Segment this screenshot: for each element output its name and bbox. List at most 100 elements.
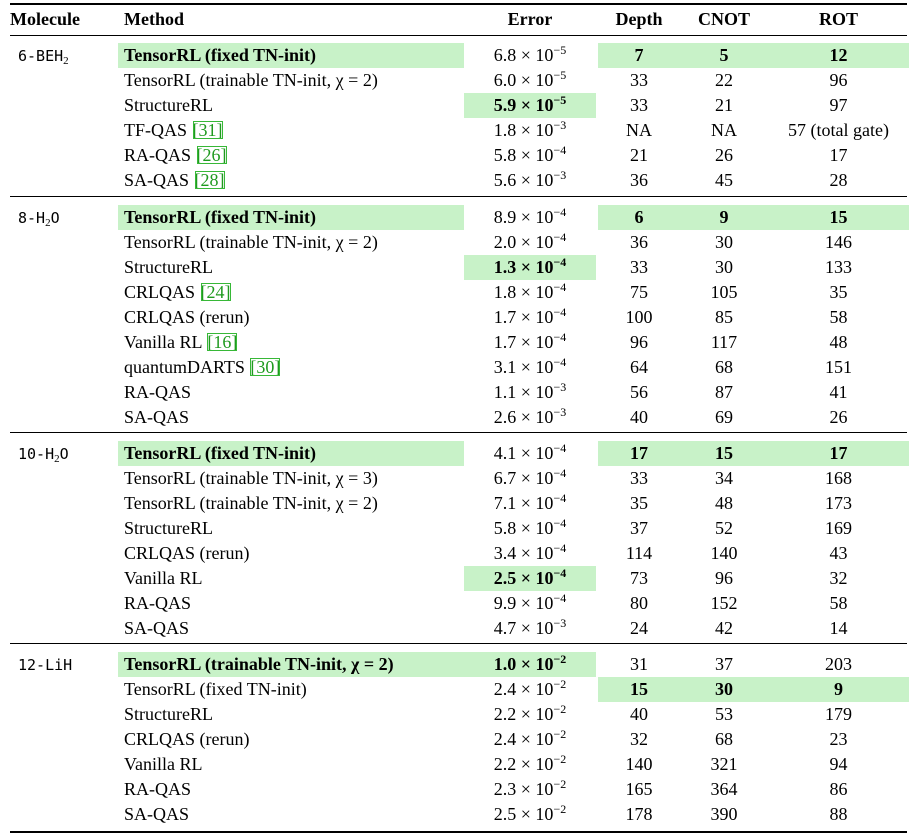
error-mantissa: 1.1 xyxy=(493,382,517,402)
error-mantissa: 6.8 xyxy=(493,45,517,65)
depth-cell: 56 xyxy=(630,382,648,402)
error-exponent: −2 xyxy=(553,702,567,716)
method-name: SA-QAS xyxy=(124,407,190,427)
method-name: SA-QAS xyxy=(124,170,194,190)
group-rule xyxy=(10,643,907,644)
depth-cell: 80 xyxy=(630,593,648,613)
error-exponent: −4 xyxy=(553,330,567,344)
error-exponent: −4 xyxy=(553,516,567,530)
method-cell: SA-QAS xyxy=(118,802,464,827)
rot-cell: 48 xyxy=(829,332,848,352)
error-mantissa: 5.8 xyxy=(493,145,517,165)
depth-cell: 31 xyxy=(630,654,648,674)
error-mantissa: 1.0 xyxy=(493,654,517,674)
error-mantissa: 3.1 xyxy=(493,357,517,377)
cnot-cell: 96 xyxy=(715,568,733,588)
cnot-cell: 42 xyxy=(715,618,733,638)
cnot-cell: 87 xyxy=(715,382,733,402)
method-cell: SA-QAS xyxy=(118,405,464,430)
rot-cell: 28 xyxy=(829,170,848,190)
cnot-cell: 34 xyxy=(715,468,733,488)
method-cell: Vanilla RL [16] xyxy=(118,330,464,355)
error-mantissa: 6.0 xyxy=(493,70,517,90)
cnot-cell: 140 xyxy=(710,543,738,563)
error-exponent: −3 xyxy=(553,616,567,630)
molecule-prefix: 8-H xyxy=(18,209,46,227)
citation-link: [16] xyxy=(207,332,238,352)
error-exponent: −4 xyxy=(553,230,567,244)
method-name: TensorRL (fixed TN-init) xyxy=(124,679,307,699)
error-cell: 8.9 × 10−4 xyxy=(493,205,567,227)
error-exponent: −4 xyxy=(553,355,567,369)
error-mantissa: 7.1 xyxy=(493,493,517,513)
error-exponent: −4 xyxy=(553,143,567,157)
molecule-prefix: 6-BEH xyxy=(18,47,64,65)
depth-cell: 7 xyxy=(598,43,680,68)
error-mantissa: 3.4 xyxy=(493,543,517,563)
depth-cell: 32 xyxy=(630,729,648,749)
error-cell: 6.7 × 10−4 xyxy=(493,466,567,488)
header-depth: Depth xyxy=(615,9,663,29)
cnot-cell: 52 xyxy=(715,518,733,538)
depth-cell: 35 xyxy=(630,493,648,513)
error-cell: 1.3 × 10−4 xyxy=(464,255,596,280)
error-cell: 2.5 × 10−4 xyxy=(464,566,596,591)
rot-cell: 86 xyxy=(829,779,848,799)
rot-cell: 179 xyxy=(825,704,852,724)
cnot-cell: 30 xyxy=(715,232,733,252)
molecule-label: 6-BEH2 xyxy=(18,43,110,68)
method-name: TF-QAS xyxy=(124,120,192,140)
header-rot: ROT xyxy=(818,9,858,29)
cnot-cell: 390 xyxy=(710,804,738,824)
molecule-subscript: 2 xyxy=(63,55,69,67)
cnot-cell: 152 xyxy=(710,593,738,613)
method-name: Vanilla RL xyxy=(124,568,203,588)
method-name: quantumDARTS xyxy=(124,357,250,377)
rot-cell: 26 xyxy=(829,407,848,427)
error-cell: 2.2 × 10−2 xyxy=(493,752,567,774)
citation-link: [28] xyxy=(194,170,225,190)
method-cell: TensorRL (trainable TN-init, χ = 2) xyxy=(118,68,464,93)
error-cell: 3.1 × 10−4 xyxy=(493,355,567,377)
header-method: Method xyxy=(124,9,184,29)
group-rule xyxy=(10,432,907,433)
cnot-cell: 45 xyxy=(715,170,733,190)
error-cell: 2.2 × 10−2 xyxy=(493,702,567,724)
rot-cell: 146 xyxy=(825,232,852,252)
error-cell: 2.5 × 10−2 xyxy=(493,802,567,824)
method-name: StructureRL xyxy=(124,518,213,538)
error-mantissa: 5.6 xyxy=(493,170,517,190)
depth-cell: 17 xyxy=(598,441,680,466)
method-cell: RA-QAS [26] xyxy=(118,143,464,168)
method-cell: StructureRL xyxy=(118,255,464,280)
rot-cell: 14 xyxy=(829,618,848,638)
error-mantissa: 5.8 xyxy=(493,518,517,538)
error-cell: 3.4 × 10−4 xyxy=(493,541,567,563)
method-cell: TensorRL (fixed TN-init) xyxy=(118,43,464,68)
error-cell: 1.7 × 10−4 xyxy=(493,305,567,327)
cnot-cell: 9 xyxy=(680,205,768,230)
method-name: CRLQAS (rerun) xyxy=(124,307,250,327)
cnot-cell: 48 xyxy=(715,493,733,513)
method-cell: CRLQAS (rerun) xyxy=(118,305,464,330)
error-mantissa: 2.6 xyxy=(493,407,517,427)
error-exponent: −3 xyxy=(553,380,567,394)
error-cell: 2.4 × 10−2 xyxy=(493,727,567,749)
method-name: CRLQAS (rerun) xyxy=(124,729,250,749)
depth-cell: 75 xyxy=(630,282,648,302)
method-cell: quantumDARTS [30] xyxy=(118,355,464,380)
method-name: Vanilla RL xyxy=(124,332,207,352)
method-cell: TensorRL (trainable TN-init, χ = 2) xyxy=(118,230,464,255)
depth-cell: 100 xyxy=(625,307,653,327)
method-cell: TensorRL (trainable TN-init, χ = 3) xyxy=(118,466,464,491)
method-cell: CRLQAS (rerun) xyxy=(118,541,464,566)
method-cell: StructureRL xyxy=(118,516,464,541)
error-cell: 4.7 × 10−3 xyxy=(493,616,567,638)
method-name: RA-QAS xyxy=(124,382,192,402)
error-cell: 6.0 × 10−5 xyxy=(493,68,567,90)
error-mantissa: 1.8 xyxy=(493,282,517,302)
error-mantissa: 2.0 xyxy=(493,232,517,252)
method-name: StructureRL xyxy=(124,704,213,724)
depth-cell: 33 xyxy=(630,257,648,277)
